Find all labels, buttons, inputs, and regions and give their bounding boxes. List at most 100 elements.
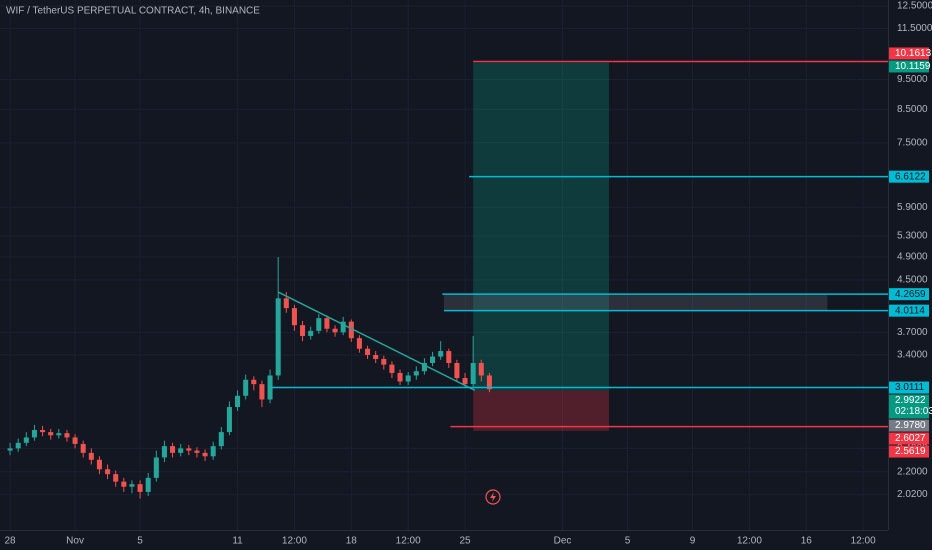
- y-tick-label: 12.5000: [897, 1, 932, 12]
- x-tick-label: 28: [5, 536, 17, 547]
- candle-body: [161, 446, 167, 458]
- candle-body: [454, 362, 460, 379]
- y-tick-label: 11.5000: [897, 23, 932, 34]
- y-tick-label: 5.9000: [897, 202, 928, 213]
- candle-body: [7, 448, 13, 451]
- price-label: 4.0114: [895, 305, 925, 316]
- price-label-box: [889, 394, 929, 419]
- x-tick-label: 18: [346, 536, 358, 547]
- candle-body: [381, 358, 387, 365]
- zone: [443, 294, 828, 311]
- position-loss: [473, 390, 610, 431]
- x-tick-label: 12:00: [282, 536, 307, 547]
- x-tick-label: 25: [459, 536, 471, 547]
- candle-body: [486, 375, 492, 390]
- candle-body: [80, 443, 86, 453]
- alert-icon[interactable]: [485, 489, 501, 505]
- candle-body: [145, 477, 151, 492]
- candle-body: [340, 321, 346, 333]
- y-tick-label: 8.5000: [897, 104, 928, 115]
- candle-body: [218, 432, 224, 447]
- candle-body: [324, 318, 330, 329]
- y-tick-label: 2.2000: [897, 466, 928, 477]
- countdown: 02:18:03: [895, 406, 932, 417]
- candle-body: [308, 330, 314, 336]
- price-label: 10.1159: [895, 61, 931, 72]
- candle-body: [413, 371, 419, 376]
- candle-body: [105, 469, 111, 475]
- x-tick-label: 9: [690, 536, 696, 547]
- candle-body: [153, 457, 159, 478]
- candle-body: [194, 450, 200, 453]
- y-tick-label: 9.5000: [897, 74, 928, 85]
- candle-body: [446, 351, 452, 363]
- candle-body: [88, 452, 94, 460]
- candle-body: [397, 372, 403, 382]
- candle-body: [332, 328, 338, 333]
- x-tick-label: 5: [137, 536, 143, 547]
- y-tick-label: 5.3000: [897, 231, 928, 242]
- candle-body: [259, 384, 265, 400]
- candle-body: [113, 474, 119, 482]
- candle-body: [316, 318, 322, 331]
- price-label: 4.2659: [895, 289, 926, 300]
- plot: [0, 0, 888, 530]
- x-tick-label: 5: [625, 536, 631, 547]
- position-profit: [473, 62, 610, 391]
- candle-body: [348, 321, 354, 339]
- candle-body: [202, 452, 208, 457]
- x-tick-label: 12:00: [396, 536, 421, 547]
- candle-body: [283, 298, 289, 309]
- candle-body: [405, 375, 411, 382]
- trendline: [277, 291, 476, 392]
- price-label: 2.9780: [895, 420, 926, 431]
- y-tick-label: 2.0200: [897, 489, 928, 500]
- candle-body: [275, 298, 281, 376]
- price-label-box: [889, 170, 929, 183]
- candle-body: [462, 378, 468, 385]
- y-tick-label: 3.7000: [897, 327, 928, 338]
- x-tick-label: 12:00: [737, 536, 762, 547]
- alert-icon-bolt: [490, 492, 496, 502]
- x-tick-label: Nov: [66, 536, 84, 547]
- y-tick-label: 4.5000: [897, 274, 928, 285]
- candle-body: [300, 325, 306, 336]
- candle-body: [373, 354, 379, 359]
- price-label-box: [889, 304, 929, 317]
- price-label-box: [889, 47, 929, 60]
- x-tick-label: 16: [801, 536, 813, 547]
- candle-body: [430, 356, 436, 363]
- candle-body: [267, 375, 273, 400]
- x-tick-label: 12:00: [851, 536, 876, 547]
- candle-body: [64, 433, 70, 438]
- price-label: 2.6027: [895, 433, 926, 444]
- candle-body: [365, 348, 371, 355]
- candle-body: [226, 407, 232, 433]
- candle-body: [291, 308, 297, 326]
- y-tick-label: 3.4000: [897, 350, 928, 361]
- candle-body: [137, 484, 143, 492]
- candle-body: [23, 437, 29, 443]
- candle-body: [40, 430, 46, 433]
- candle-body: [421, 362, 427, 372]
- price-label-box: [889, 419, 929, 432]
- price-label: 10.1613: [895, 48, 932, 59]
- y-tick-label: 4.9000: [897, 252, 928, 263]
- x-tick-label: 11: [232, 536, 243, 547]
- candle-body: [210, 446, 216, 457]
- candle-body: [72, 437, 78, 444]
- candle-body: [96, 459, 102, 470]
- candle-body: [356, 338, 362, 349]
- candle-body: [243, 379, 249, 396]
- candle-body: [56, 433, 62, 436]
- x-tick-label: Dec: [554, 536, 572, 547]
- chart-title: WIF / TetherUS PERPETUAL CONTRACT, 4h, B…: [6, 6, 260, 17]
- y-tick-label: 7.5000: [897, 138, 928, 149]
- candle-body: [31, 430, 37, 438]
- price-label-box: [889, 288, 929, 301]
- candle-body: [129, 484, 135, 487]
- candle-body: [15, 442, 21, 449]
- candle-body: [170, 446, 176, 453]
